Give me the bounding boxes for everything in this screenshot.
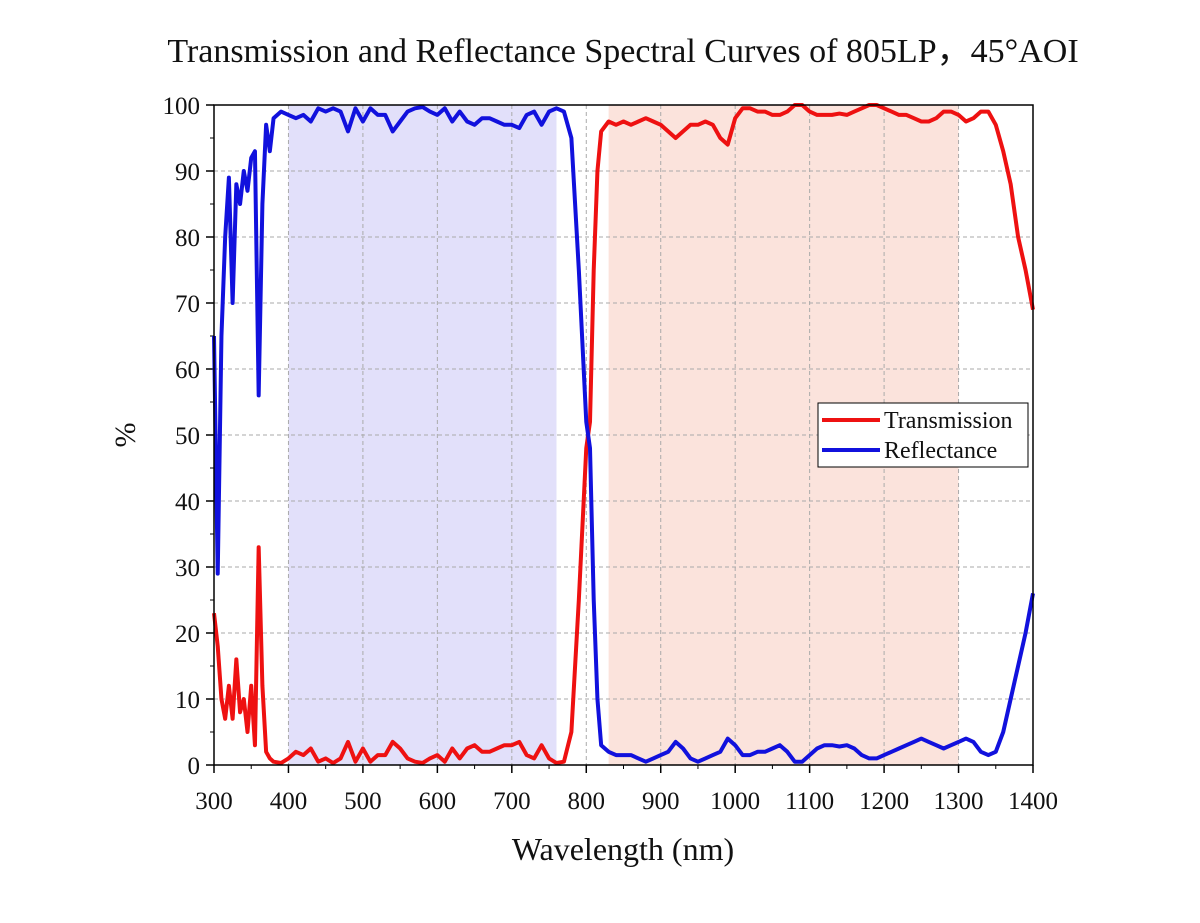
x-tick-label: 900 — [642, 788, 680, 815]
y-tick-label: 60 — [175, 357, 200, 384]
x-tick-label: 700 — [493, 788, 531, 815]
x-tick-label: 1200 — [859, 788, 909, 815]
legend-label: Transmission — [884, 408, 1012, 434]
x-tick-label: 800 — [568, 788, 606, 815]
y-tick-label: 0 — [188, 753, 201, 780]
x-tick-label: 400 — [270, 788, 308, 815]
y-tick-label: 40 — [175, 489, 200, 516]
y-tick-label: 80 — [175, 225, 200, 252]
series-line — [212, 103, 1035, 766]
y-tick-label: 30 — [175, 555, 200, 582]
x-tick-label: 1400 — [1008, 788, 1058, 815]
y-tick-label: 100 — [163, 93, 201, 120]
series-line — [212, 104, 1035, 764]
x-tick-label: 1300 — [934, 788, 984, 815]
y-tick-label: 10 — [175, 687, 200, 714]
y-tick-label: 90 — [175, 159, 200, 186]
x-axis-label: Wavelength (nm) — [512, 831, 734, 867]
legend-label: Reflectance — [884, 438, 997, 464]
x-tick-label: 500 — [344, 788, 382, 815]
y-axis-label: % — [109, 423, 142, 448]
x-tick-label: 300 — [195, 788, 233, 815]
y-tick-label: 20 — [175, 621, 200, 648]
x-tick-label: 1000 — [710, 788, 760, 815]
x-tick-label: 1100 — [785, 788, 834, 815]
chart-title: Transmission and Reflectance Spectral Cu… — [167, 33, 1078, 70]
plot-frame — [213, 104, 1034, 766]
x-tick-label: 600 — [419, 788, 457, 815]
y-tick-label: 70 — [175, 291, 200, 318]
y-tick-label: 50 — [175, 423, 200, 450]
legend-box — [817, 402, 1029, 468]
